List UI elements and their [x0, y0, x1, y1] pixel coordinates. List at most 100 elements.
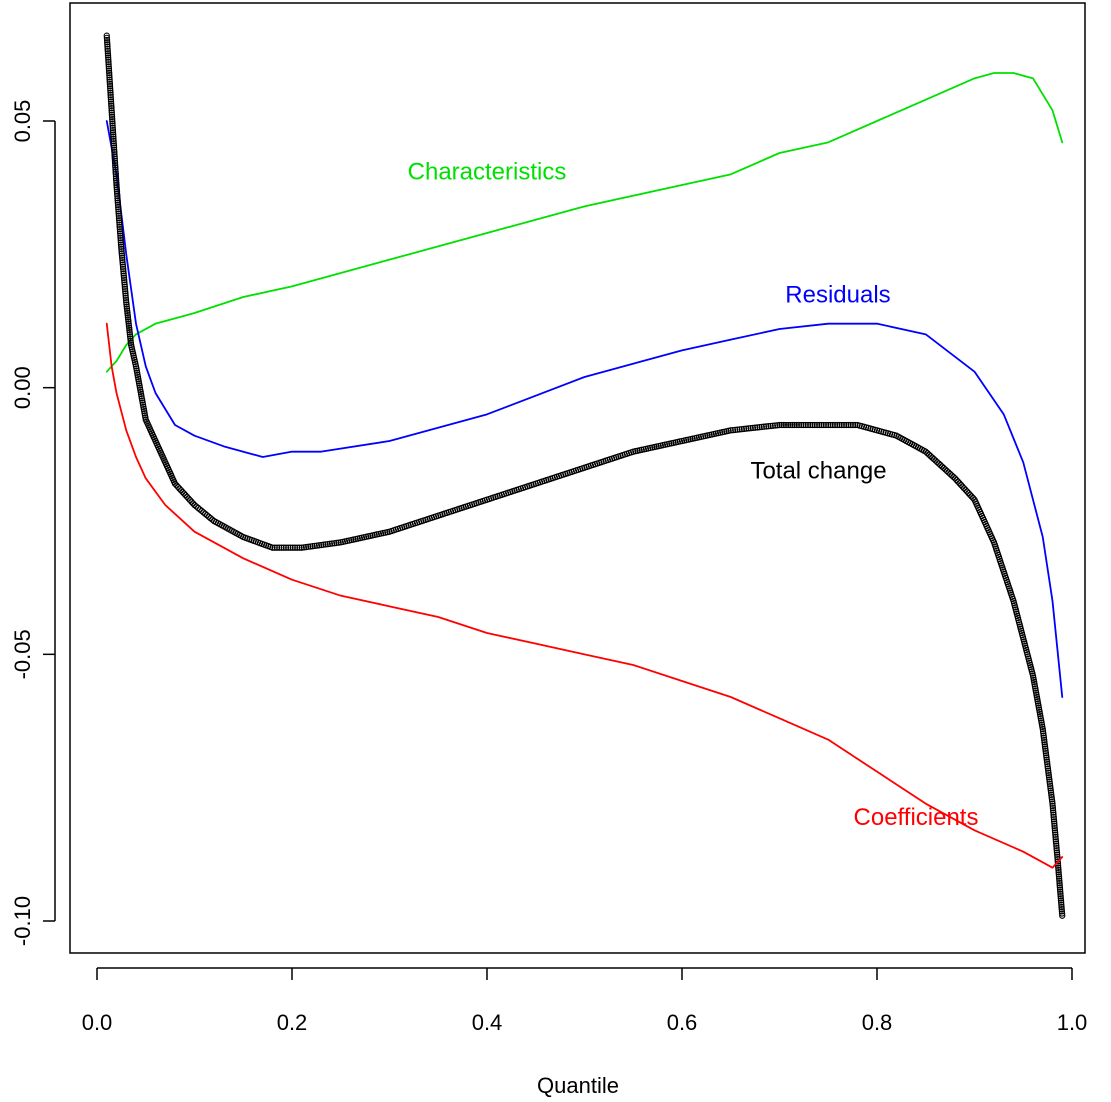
point-total-change: [1046, 780, 1054, 788]
point-total-change: [116, 223, 123, 231]
point-total-change: [780, 421, 787, 429]
point-total-change: [109, 115, 116, 123]
x-tick-label: 0.0: [82, 1010, 113, 1035]
point-total-change: [271, 544, 278, 551]
point-total-change: [287, 544, 294, 551]
point-total-change: [843, 421, 850, 429]
point-total-change: [125, 320, 132, 327]
point-total-change: [309, 543, 316, 550]
series-total-change: [103, 32, 1066, 919]
point-total-change: [280, 544, 287, 551]
point-total-change: [121, 276, 128, 284]
point-total-change: [1050, 813, 1057, 821]
point-total-change: [331, 540, 338, 547]
series-label-residuals: Residuals: [785, 281, 890, 308]
point-total-change: [950, 473, 957, 480]
point-total-change: [112, 173, 120, 180]
point-total-change: [105, 65, 113, 72]
point-total-change: [318, 541, 325, 549]
point-total-change: [125, 318, 132, 325]
point-total-change: [1040, 732, 1047, 739]
point-total-change: [123, 305, 131, 312]
series-label-total-change: Total change: [750, 457, 886, 484]
point-total-change: [116, 228, 124, 235]
point-total-change: [1052, 831, 1059, 838]
point-total-change: [126, 331, 134, 338]
point-total-change: [1047, 782, 1054, 790]
point-total-change: [313, 542, 321, 549]
point-total-change: [818, 421, 825, 429]
point-total-change: [809, 421, 816, 429]
point-total-change: [804, 421, 812, 429]
point-total-change: [1058, 903, 1065, 911]
point-total-change: [117, 230, 124, 237]
point-total-change: [111, 155, 118, 162]
point-total-change: [125, 322, 133, 329]
point-total-change: [107, 91, 114, 99]
point-total-change: [747, 424, 754, 432]
point-total-change: [116, 225, 124, 233]
point-total-change: [117, 232, 124, 239]
point-total-change: [1054, 858, 1061, 865]
point-total-change: [112, 175, 120, 182]
point-total-change: [123, 303, 130, 310]
point-total-change: [126, 333, 134, 340]
point-total-change: [852, 421, 859, 429]
point-total-change: [1058, 901, 1065, 908]
point-total-change: [1044, 760, 1051, 768]
point-total-change: [273, 544, 281, 551]
x-tick-label: 0.4: [472, 1010, 503, 1035]
point-total-change: [111, 159, 119, 167]
line-coefficients: [105, 322, 1064, 869]
point-total-change: [107, 94, 114, 101]
point-total-change: [119, 261, 126, 268]
point-total-change: [743, 425, 750, 432]
point-total-change: [108, 113, 116, 121]
point-total-change: [104, 39, 111, 46]
point-total-change: [1041, 743, 1049, 750]
point-total-change: [1053, 849, 1061, 856]
point-total-change: [827, 421, 834, 429]
point-total-change: [109, 129, 117, 136]
point-total-change: [1057, 897, 1065, 904]
point-total-change: [771, 422, 779, 429]
point-total-change: [1047, 789, 1055, 796]
point-total-change: [121, 281, 128, 288]
point-total-change: [1040, 734, 1048, 741]
point-total-change: [836, 421, 843, 429]
point-total-change: [729, 426, 737, 434]
point-total-change: [111, 148, 118, 156]
point-total-change: [113, 184, 120, 191]
point-total-change: [754, 424, 761, 431]
point-total-change: [291, 544, 299, 551]
point-total-change: [276, 544, 283, 551]
point-total-change: [749, 424, 757, 432]
point-total-change: [1044, 765, 1052, 772]
point-total-change: [111, 146, 118, 154]
x-tick-label: 0.8: [862, 1010, 893, 1035]
point-total-change: [845, 421, 852, 429]
point-total-change: [106, 76, 113, 83]
point-total-change: [112, 168, 119, 175]
point-total-change: [322, 541, 329, 548]
point-total-change: [120, 274, 128, 282]
point-total-change: [849, 421, 857, 429]
point-total-change: [324, 540, 331, 548]
point-total-change: [111, 153, 118, 160]
point-total-change: [767, 422, 774, 430]
point-total-change: [1049, 800, 1056, 807]
point-total-change: [109, 120, 116, 127]
point-total-change: [115, 203, 122, 211]
point-total-change: [112, 166, 119, 173]
point-total-change: [732, 426, 739, 433]
point-total-change: [802, 421, 809, 429]
point-total-change: [1056, 879, 1063, 887]
point-total-change: [103, 34, 111, 42]
point-total-change: [115, 206, 122, 213]
point-total-change: [1052, 838, 1060, 845]
point-total-change: [108, 109, 115, 116]
point-total-change: [278, 544, 285, 551]
point-total-change: [1058, 910, 1066, 917]
point-total-change: [120, 268, 127, 275]
point-total-change: [1051, 824, 1058, 832]
